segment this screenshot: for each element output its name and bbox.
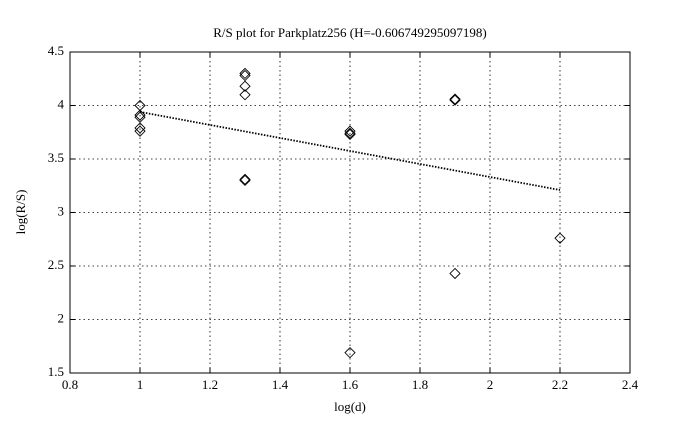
y-tick-label: 4.5 (48, 43, 64, 58)
diamond-marker (239, 174, 251, 187)
y-tick-label: 3 (58, 203, 65, 218)
diamond-marker (344, 347, 356, 359)
y-tick-label: 4 (58, 96, 65, 111)
x-tick-label: 1 (137, 377, 144, 392)
x-tick-label: 1.2 (202, 377, 218, 392)
x-tick-label: 1.8 (412, 377, 428, 392)
diamond-marker (449, 93, 461, 105)
diamond-marker (239, 173, 251, 185)
plot-frame (69, 51, 631, 374)
diamond-marker (344, 127, 356, 139)
x-tick-label: 2 (487, 377, 494, 392)
x-tick-label: 1.4 (272, 377, 289, 392)
diamond-marker (449, 94, 461, 106)
y-axis-label: log(R/S) (13, 190, 28, 235)
chart-title: R/S plot for Parkplatz256 (H=-0.60674929… (213, 25, 486, 40)
diamond-marker (554, 232, 566, 244)
fit-line (139, 111, 561, 191)
diamond-marker (134, 111, 146, 123)
x-tick-label: 0.8 (62, 377, 78, 392)
diamond-marker (239, 67, 251, 80)
x-axis-label: log(d) (334, 399, 366, 414)
x-tick-label: 2.4 (622, 377, 639, 392)
y-tick-label: 2.5 (48, 257, 64, 272)
x-tick-label: 2.2 (552, 377, 568, 392)
x-tick-label: 1.6 (342, 377, 359, 392)
diamond-marker (134, 122, 146, 134)
diamond-marker (134, 109, 146, 121)
y-tick-label: 3.5 (48, 150, 64, 165)
diamond-marker (449, 267, 461, 280)
diamond-marker (344, 128, 356, 141)
diamond-marker (134, 125, 146, 137)
diamond-marker (239, 80, 251, 92)
y-tick-label: 1.5 (48, 364, 64, 379)
diamond-marker (239, 89, 251, 101)
diamond-marker (239, 69, 251, 82)
y-tick-label: 2 (58, 310, 65, 325)
diamond-marker (344, 125, 356, 137)
